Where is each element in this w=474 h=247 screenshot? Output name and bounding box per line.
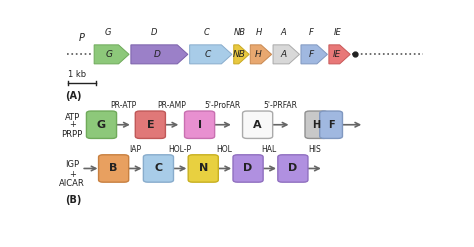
Text: G: G <box>97 120 106 130</box>
Polygon shape <box>301 45 328 64</box>
Text: A: A <box>281 28 286 37</box>
Text: HAL: HAL <box>262 145 277 154</box>
FancyBboxPatch shape <box>188 155 219 182</box>
Text: G: G <box>106 50 112 59</box>
Polygon shape <box>329 45 350 64</box>
Text: P: P <box>79 33 85 43</box>
Text: A: A <box>253 120 262 130</box>
Text: C: C <box>205 50 211 59</box>
FancyBboxPatch shape <box>243 111 273 138</box>
Text: D: D <box>150 28 157 37</box>
Text: F: F <box>328 120 334 130</box>
Text: ATP: ATP <box>64 113 80 122</box>
Text: H: H <box>255 28 262 37</box>
Polygon shape <box>234 45 249 64</box>
Text: E: E <box>146 120 154 130</box>
Text: HOL: HOL <box>217 145 232 154</box>
Text: PRPP: PRPP <box>62 130 83 139</box>
Text: IAP: IAP <box>129 145 141 154</box>
Text: A: A <box>281 50 287 59</box>
Text: +: + <box>69 170 75 179</box>
Text: HOL-P: HOL-P <box>168 145 191 154</box>
Text: (A): (A) <box>65 90 81 101</box>
Polygon shape <box>94 45 129 64</box>
FancyBboxPatch shape <box>135 111 165 138</box>
Polygon shape <box>190 45 232 64</box>
Text: H: H <box>255 50 262 59</box>
Text: F: F <box>309 50 314 59</box>
FancyBboxPatch shape <box>233 155 263 182</box>
Text: HIS: HIS <box>308 145 320 154</box>
Polygon shape <box>131 45 188 64</box>
FancyBboxPatch shape <box>99 155 128 182</box>
Text: H: H <box>312 120 320 130</box>
Polygon shape <box>250 45 272 64</box>
FancyBboxPatch shape <box>319 111 343 138</box>
Text: C: C <box>155 164 163 173</box>
Text: +: + <box>69 120 75 129</box>
Text: AICAR: AICAR <box>59 179 85 188</box>
Text: N: N <box>199 164 208 173</box>
Text: PR-ATP: PR-ATP <box>110 102 137 110</box>
FancyBboxPatch shape <box>305 111 328 138</box>
Text: 1 kb: 1 kb <box>68 70 87 79</box>
Text: B: B <box>109 164 118 173</box>
Text: IE: IE <box>334 28 341 37</box>
Text: PR-AMP: PR-AMP <box>157 102 186 110</box>
Text: NB: NB <box>232 50 245 59</box>
Text: D: D <box>288 164 298 173</box>
Text: 5'-PRFAR: 5'-PRFAR <box>264 102 297 110</box>
FancyBboxPatch shape <box>143 155 173 182</box>
Text: C: C <box>204 28 210 37</box>
Text: G: G <box>105 28 111 37</box>
Text: D: D <box>244 164 253 173</box>
Text: I: I <box>198 120 201 130</box>
Text: (B): (B) <box>65 195 81 205</box>
FancyBboxPatch shape <box>184 111 215 138</box>
Polygon shape <box>273 45 300 64</box>
Text: 5'-ProFAR: 5'-ProFAR <box>205 102 241 110</box>
FancyBboxPatch shape <box>278 155 308 182</box>
Text: IE: IE <box>333 50 341 59</box>
Text: NB: NB <box>234 28 246 37</box>
Text: D: D <box>153 50 160 59</box>
Text: IGP: IGP <box>65 160 79 169</box>
FancyBboxPatch shape <box>86 111 117 138</box>
Text: F: F <box>309 28 314 37</box>
